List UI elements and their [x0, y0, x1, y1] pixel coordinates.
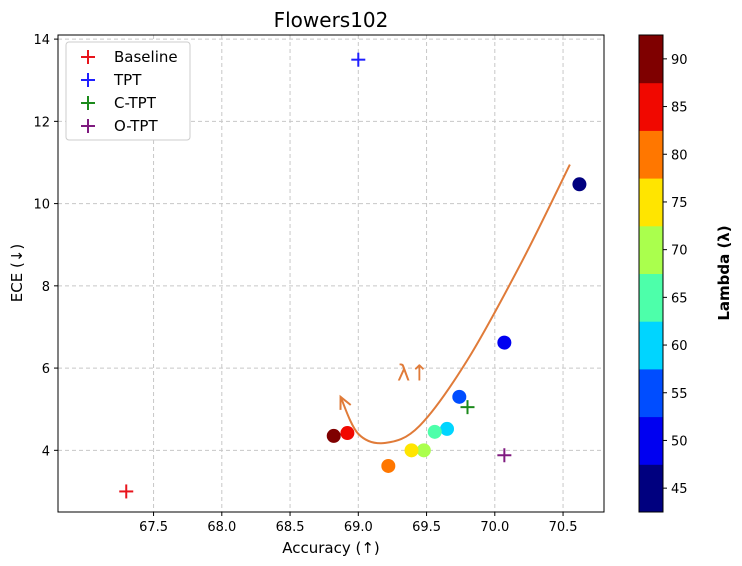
lambda-annotation: λ↑: [397, 361, 428, 386]
colorbar-tick-label: 80: [671, 148, 688, 163]
plot-frame: [57, 34, 605, 513]
lambda-point: [416, 443, 431, 458]
legend: Baseline TPT C-TPT O-TPT: [65, 41, 191, 141]
lambda-point: [381, 458, 396, 473]
colorbar-tick-label: 55: [671, 387, 688, 402]
legend-entry-label: O-TPT: [114, 117, 158, 135]
x-tick-label: 70.0: [480, 520, 509, 535]
marker-tpt: [351, 52, 366, 67]
colorbar-band: [639, 130, 663, 179]
colorbar-label: Lambda (λ): [715, 225, 733, 320]
colorbar-band: [639, 225, 663, 274]
marker-baseline: [119, 484, 134, 499]
x-tick-label: 69.5: [412, 520, 441, 535]
colorbar-band: [639, 464, 663, 513]
colorbar-band: [639, 82, 663, 131]
y-tick-label: 8: [42, 280, 50, 295]
trend-curve: [339, 164, 571, 445]
colorbar-tick-label: 45: [671, 482, 688, 497]
x-axis-label: Accuracy (↑): [282, 539, 380, 557]
colorbar-band: [639, 178, 663, 227]
marker-o-tpt: [497, 448, 512, 463]
y-tick-label: 4: [42, 444, 50, 459]
colorbar-tick-label: 65: [671, 291, 688, 306]
lambda-point: [452, 389, 467, 404]
colorbar: 45 50 55 60 65 70 75 80 85 90: [638, 34, 688, 513]
colorbar-band: [639, 368, 663, 418]
legend-marker: [81, 96, 95, 110]
colorbar-band: [639, 273, 663, 322]
legend-entry-label: Baseline: [114, 48, 178, 66]
legend-marker: [81, 119, 95, 133]
colorbar-tick-label: 85: [671, 101, 688, 116]
x-tick-label: 69.0: [344, 520, 373, 535]
x-tick-label: 68.0: [207, 520, 236, 535]
lambda-point: [340, 426, 355, 441]
x-tick-label: 68.5: [276, 520, 305, 535]
colorbar-tick-label: 70: [671, 244, 688, 259]
legend-entry-label: C-TPT: [114, 94, 157, 112]
chart-title: Flowers102: [274, 8, 389, 32]
colorbar-tick-label: 75: [671, 196, 688, 211]
marker-c-tpt: [460, 400, 475, 415]
trend-curve-arrowhead: [339, 394, 352, 410]
lambda-point: [497, 335, 512, 350]
y-tick-label: 10: [33, 198, 50, 213]
x-tick-label: 70.5: [549, 520, 578, 535]
colorbar-frame: [638, 34, 664, 513]
y-axis-label: ECE (↓): [8, 244, 26, 302]
x-ticks: 67.5 68.0 68.5 69.0 69.5 70.0 70.5: [139, 512, 578, 535]
y-ticks: 4 6 8 10 12 14: [33, 33, 58, 459]
lambda-point: [404, 443, 419, 458]
points: [119, 52, 587, 499]
colorbar-tick-label: 60: [671, 339, 688, 354]
legend-frame: [65, 41, 191, 141]
grid: [58, 35, 604, 512]
y-tick-label: 14: [33, 33, 50, 48]
lambda-point: [440, 421, 455, 436]
x-tick-label: 67.5: [139, 520, 168, 535]
colorbar-band: [639, 35, 663, 84]
lambda-point: [572, 177, 587, 192]
colorbar-tick-label: 50: [671, 434, 688, 449]
lambda-point: [427, 424, 442, 439]
y-tick-label: 12: [33, 115, 50, 130]
y-tick-label: 6: [42, 362, 50, 377]
colorbar-tick-label: 90: [671, 53, 688, 68]
legend-marker: [81, 73, 95, 87]
colorbar-band: [639, 416, 663, 465]
trend-curve-line: [339, 164, 571, 445]
colorbar-band: [639, 321, 663, 370]
legend-entry-label: TPT: [113, 71, 142, 89]
lambda-point: [326, 428, 341, 443]
legend-marker: [81, 50, 95, 64]
